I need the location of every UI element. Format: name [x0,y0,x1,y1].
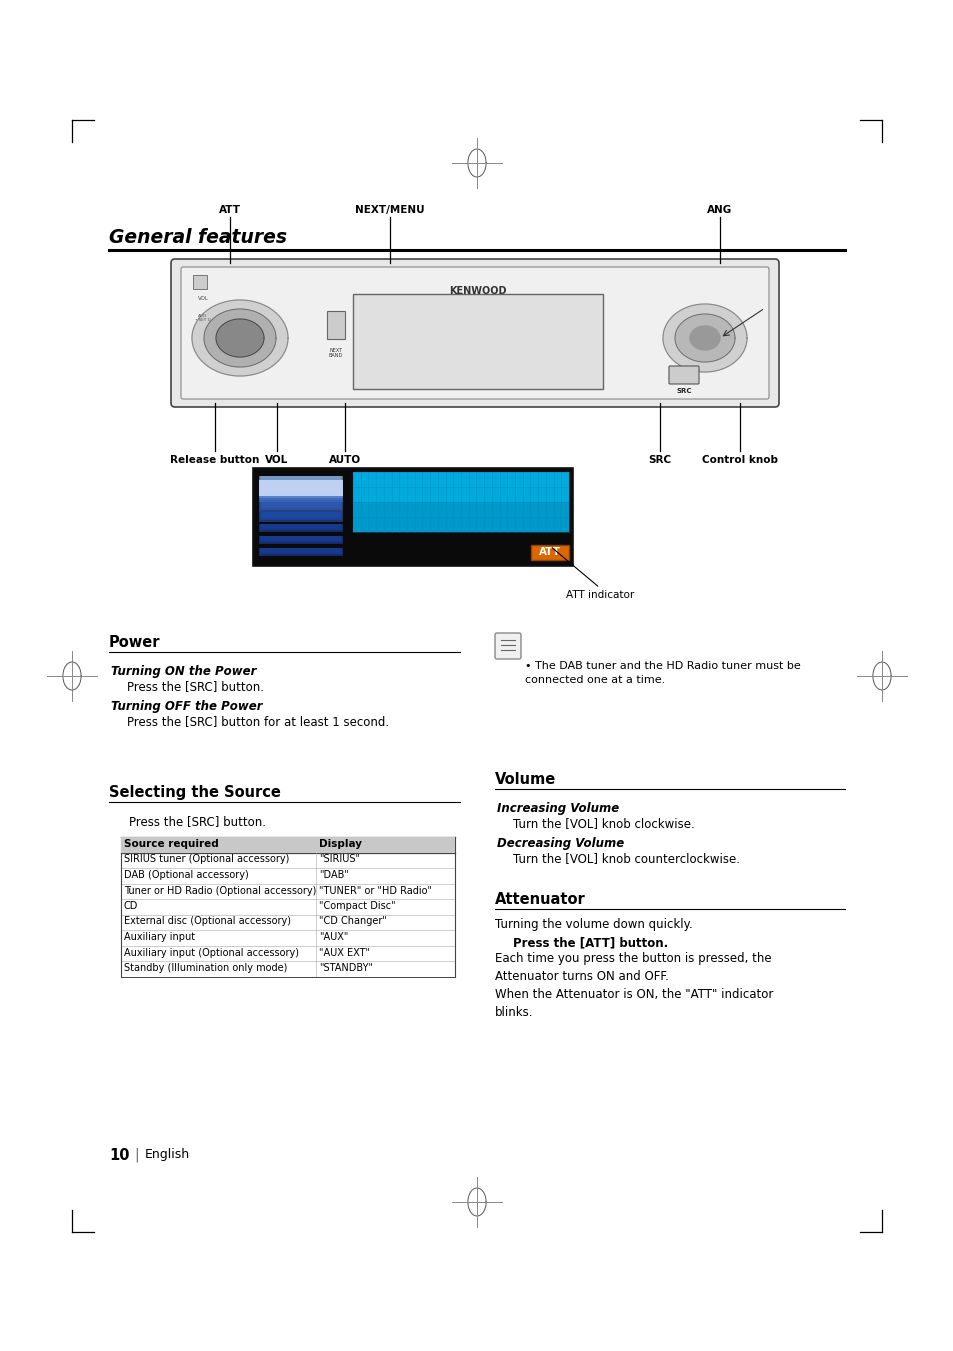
Bar [353,503,568,532]
Text: AUO
• SET U: AUO • SET U [195,313,211,323]
Bar [260,500,341,509]
Text: ATT indicator: ATT indicator [565,590,634,600]
Text: • The DAB tuner and the HD Radio tuner must be
connected one at a time.: • The DAB tuner and the HD Radio tuner m… [524,661,800,685]
Text: VOL: VOL [265,455,289,465]
Text: DAB (Optional accessory): DAB (Optional accessory) [124,870,249,880]
Text: Control knob: Control knob [701,455,778,465]
Text: Attenuator: Attenuator [495,892,585,907]
Polygon shape [192,300,288,376]
Text: Selecting the Source: Selecting the Source [109,785,280,800]
Bar [261,524,340,528]
Text: Auxiliary input (Optional accessory): Auxiliary input (Optional accessory) [124,947,298,958]
Polygon shape [689,326,720,350]
Bar [353,471,568,532]
Bar [260,549,341,554]
Text: Decreasing Volume: Decreasing Volume [497,838,623,850]
Text: Press the [SRC] button.: Press the [SRC] button. [127,680,264,693]
Text: "AUX EXT": "AUX EXT" [318,947,370,958]
Text: Turn the [VOL] knob counterclockwise.: Turn the [VOL] knob counterclockwise. [513,852,740,865]
Polygon shape [675,313,734,362]
Text: ATT: ATT [219,205,241,215]
Polygon shape [215,319,264,357]
Bar [258,500,343,512]
Text: "TUNER" or "HD Radio": "TUNER" or "HD Radio" [318,885,432,896]
Text: General features: General features [109,228,287,247]
Bar [253,467,573,566]
Text: Press the [SRC] button.: Press the [SRC] button. [129,815,266,828]
FancyBboxPatch shape [495,634,520,659]
Text: Increasing Volume: Increasing Volume [497,802,618,815]
Bar [261,549,340,553]
Text: Standby (Illumination only mode): Standby (Illumination only mode) [124,963,287,973]
Bar [260,488,341,500]
Text: Turning OFF the Power: Turning OFF the Power [111,700,262,713]
Text: Each time you press the button is pressed, the
Attenuator turns ON and OFF.
When: Each time you press the button is presse… [495,952,773,1019]
Text: ANG: ANG [706,205,732,215]
Text: "STANDBY": "STANDBY" [318,963,373,973]
Text: Power: Power [109,635,160,650]
Bar [258,549,343,557]
Bar [258,536,343,544]
Text: "Compact Disc": "Compact Disc" [318,901,395,911]
Bar [258,512,343,521]
Text: SRC: SRC [676,388,691,394]
Text: Source required: Source required [124,839,218,848]
Bar [256,471,349,562]
Text: "SIRIUS": "SIRIUS" [318,854,359,865]
Bar [258,524,343,532]
FancyBboxPatch shape [668,366,699,384]
Bar [261,536,340,540]
Text: English: English [145,1148,190,1161]
Text: VOL: VOL [197,296,208,300]
Text: Tuner or HD Radio (Optional accessory): Tuner or HD Radio (Optional accessory) [124,885,316,896]
FancyBboxPatch shape [181,267,768,399]
Text: Turning the volume down quickly.: Turning the volume down quickly. [495,917,692,931]
Bar [261,476,340,494]
Text: 10: 10 [109,1148,130,1163]
Text: External disc (Optional accessory): External disc (Optional accessory) [124,916,291,927]
Bar [261,512,340,517]
Text: Turn the [VOL] knob clockwise.: Turn the [VOL] knob clockwise. [513,817,694,830]
Text: "CD Changer": "CD Changer" [318,916,387,927]
Text: Press the [ATT] button.: Press the [ATT] button. [513,936,667,948]
Text: KENWOOD: KENWOOD [449,286,506,296]
Text: Release button: Release button [171,455,259,465]
Bar [260,524,341,530]
Text: Volume: Volume [495,771,556,788]
Text: ATT: ATT [538,547,560,557]
Bar [260,536,341,542]
Text: "AUX": "AUX" [318,932,348,942]
Text: NEXT
BAND: NEXT BAND [329,347,343,358]
Bar [531,544,568,561]
Text: Press the [SRC] button for at least 1 second.: Press the [SRC] button for at least 1 se… [127,715,389,728]
Text: "DAB": "DAB" [318,870,349,880]
Text: Auxiliary input: Auxiliary input [124,932,195,942]
FancyBboxPatch shape [171,259,779,407]
Bar [193,276,207,289]
Bar [258,488,343,503]
Text: CD: CD [124,901,138,911]
Text: Turning ON the Power: Turning ON the Power [111,665,256,678]
Bar [258,480,343,496]
Bar [258,476,343,499]
Text: AUTO: AUTO [329,455,360,465]
Bar [261,500,340,508]
Bar [327,311,345,339]
Text: NEXT/MENU: NEXT/MENU [355,205,424,215]
Bar [260,512,341,520]
Polygon shape [204,309,275,367]
Text: SIRIUS tuner (Optional accessory): SIRIUS tuner (Optional accessory) [124,854,289,865]
Text: SRC: SRC [648,455,671,465]
Bar [121,838,455,852]
Text: Display: Display [318,839,361,848]
Text: |: | [133,1148,138,1162]
Polygon shape [662,304,746,372]
Bar [260,476,341,496]
Bar [353,295,602,389]
Bar [261,488,340,499]
